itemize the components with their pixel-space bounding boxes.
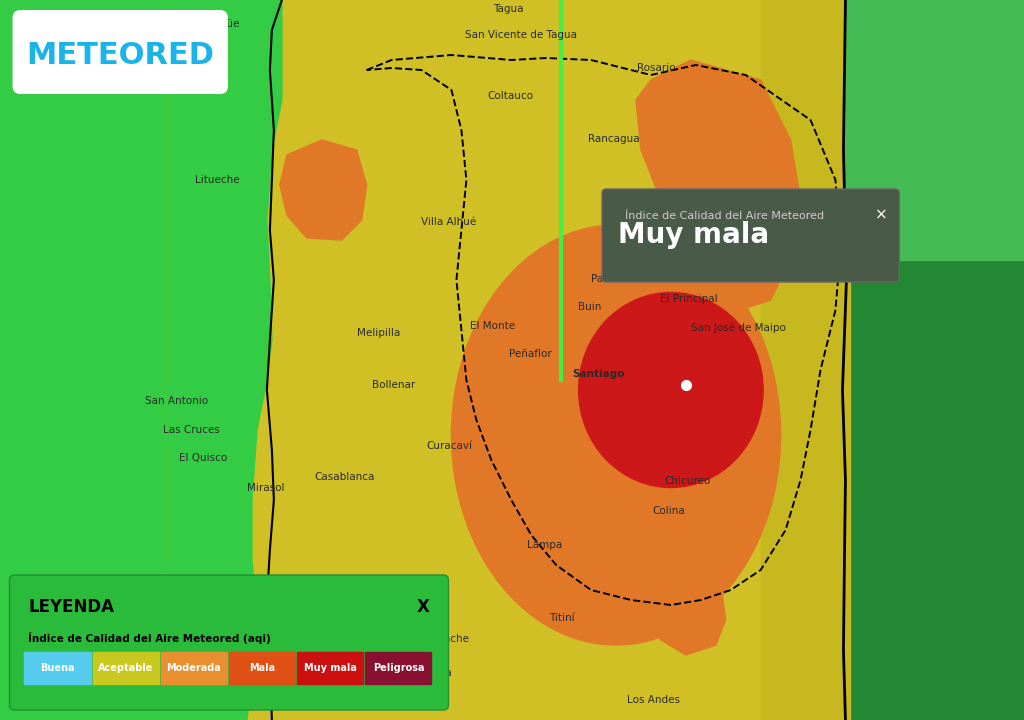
Text: San José de Maipo: San José de Maipo: [690, 323, 785, 333]
Text: Colina: Colina: [652, 506, 685, 516]
Bar: [229, 652, 295, 684]
FancyBboxPatch shape: [602, 189, 899, 282]
Text: Índice de Calidad del Aire Meteored: Índice de Calidad del Aire Meteored: [618, 211, 824, 221]
Text: Los Andes: Los Andes: [627, 695, 680, 705]
Text: Santiago: Santiago: [571, 369, 625, 379]
Bar: [297, 652, 364, 684]
Text: ×: ×: [874, 207, 888, 222]
Text: Buena: Buena: [40, 663, 75, 673]
Text: Quillota: Quillota: [412, 668, 452, 678]
Bar: [846, 0, 1024, 720]
Text: X: X: [417, 598, 429, 616]
Bar: [167, 0, 846, 720]
Polygon shape: [649, 575, 726, 655]
Text: San Vicente de Tagua: San Vicente de Tagua: [466, 30, 578, 40]
Text: Chicureo: Chicureo: [665, 476, 711, 486]
Text: El Quisco: El Quisco: [178, 453, 227, 463]
Text: Curacaví: Curacaví: [426, 441, 472, 451]
Text: Concón: Concón: [231, 643, 270, 653]
Polygon shape: [167, 0, 282, 720]
Text: Melipilla: Melipilla: [356, 328, 400, 338]
Polygon shape: [636, 60, 801, 310]
Bar: [25, 652, 91, 684]
Text: Valparaíso: Valparaíso: [224, 580, 286, 590]
Text: Codegua: Codegua: [638, 207, 685, 217]
Text: Mirasol: Mirasol: [248, 483, 285, 493]
Text: Aceptable: Aceptable: [98, 663, 154, 673]
Text: Lampa: Lampa: [527, 540, 562, 550]
Bar: [2, 0, 167, 720]
Text: Muy mala: Muy mala: [304, 663, 356, 673]
Text: San Antonio: San Antonio: [144, 396, 208, 406]
FancyBboxPatch shape: [12, 10, 228, 94]
Text: Coltauco: Coltauco: [487, 91, 534, 101]
Bar: [92, 652, 159, 684]
Bar: [366, 652, 431, 684]
Text: Índice de Calidad del Aire Meteored (aqi): Índice de Calidad del Aire Meteored (aqi…: [29, 632, 271, 644]
Text: Mala: Mala: [249, 663, 275, 673]
Text: Titiní: Titiní: [550, 613, 575, 623]
Text: Moderada: Moderada: [167, 663, 221, 673]
Text: Peñaflor: Peñaflor: [509, 349, 552, 359]
Text: Marchigüe: Marchigüe: [184, 19, 240, 29]
Text: Villa Alhué: Villa Alhué: [421, 217, 476, 227]
Text: Litueche: Litueche: [195, 175, 240, 185]
Text: Las Cruces: Las Cruces: [163, 425, 220, 435]
Bar: [846, 0, 1024, 260]
Text: Casablanca: Casablanca: [314, 472, 375, 482]
Text: El Monte: El Monte: [470, 321, 515, 331]
Text: Buin: Buin: [579, 302, 601, 312]
Text: Limache: Limache: [425, 634, 469, 644]
Text: Paine: Paine: [591, 274, 620, 284]
Text: LEYENDA: LEYENDA: [29, 598, 115, 616]
Text: Bollenar: Bollenar: [372, 380, 416, 390]
Text: Muy mala: Muy mala: [618, 221, 769, 249]
Bar: [161, 652, 227, 684]
Ellipse shape: [452, 225, 780, 645]
Text: El Principal: El Principal: [660, 294, 718, 304]
Text: Rosario: Rosario: [637, 63, 676, 73]
Text: Peligrosa: Peligrosa: [373, 663, 424, 673]
Text: Rancagua: Rancagua: [588, 134, 639, 144]
Ellipse shape: [579, 292, 763, 487]
Bar: [761, 0, 851, 720]
Text: METEORED: METEORED: [27, 40, 214, 70]
Polygon shape: [280, 140, 367, 240]
Text: Tagua: Tagua: [493, 4, 523, 14]
FancyBboxPatch shape: [9, 575, 449, 710]
